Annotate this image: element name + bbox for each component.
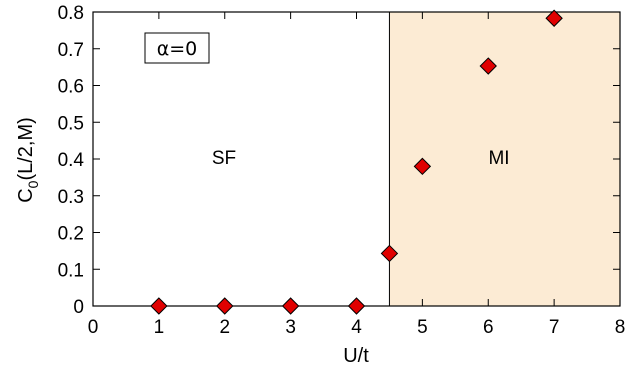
- data-point-diamond: [413, 157, 432, 176]
- y-label-main: C: [15, 188, 37, 202]
- legend-box: α=0: [144, 32, 210, 64]
- data-point-diamond: [545, 9, 563, 27]
- y-tick-label: 0.5: [58, 113, 84, 134]
- sf-region-label: SF: [212, 148, 236, 169]
- y-tick-label: 0.8: [58, 3, 84, 24]
- x-tick-label: 3: [285, 317, 296, 338]
- mi-region: [389, 12, 620, 306]
- data-point-diamond: [347, 297, 366, 315]
- y-tick-label: 0.3: [58, 187, 84, 208]
- data-series: [150, 9, 563, 315]
- x-tick-label: 7: [549, 317, 560, 338]
- y-ticks: 0 0.1 0.2 0.3 0.4 0.5 0.6 0.7 0.8: [58, 3, 620, 318]
- x-tick-label: 6: [483, 317, 494, 338]
- y-label-rest: (L/2,M): [15, 117, 37, 180]
- x-tick-label: 0: [88, 317, 99, 338]
- y-label-sub: 0: [25, 180, 41, 188]
- data-point-diamond: [479, 57, 497, 75]
- x-axis-label: U/t: [343, 345, 369, 367]
- data-point-diamond: [281, 297, 300, 315]
- x-tick-label: 1: [154, 317, 165, 338]
- y-tick-label: 0.1: [58, 260, 84, 281]
- data-point-diamond: [380, 244, 399, 263]
- x-tick-label: 5: [417, 317, 428, 338]
- mi-region-label: MI: [488, 148, 509, 169]
- data-point-diamond: [216, 297, 234, 315]
- x-tick-label: 8: [615, 317, 626, 338]
- y-tick-label: 0.6: [58, 77, 84, 98]
- y-tick-label: 0.2: [58, 224, 84, 245]
- y-tick-label: 0.7: [58, 40, 84, 61]
- y-axis-label: C0(L/2,M): [15, 117, 41, 203]
- alpha-annotation: α=0: [157, 38, 198, 60]
- x-tick-label: 4: [351, 317, 362, 338]
- data-point-diamond: [150, 297, 168, 315]
- svg-text:C0(L/2,M): C0(L/2,M): [15, 117, 41, 203]
- y-tick-label: 0.4: [58, 150, 85, 171]
- x-tick-label: 2: [219, 317, 230, 338]
- y-tick-label: 0: [73, 297, 84, 318]
